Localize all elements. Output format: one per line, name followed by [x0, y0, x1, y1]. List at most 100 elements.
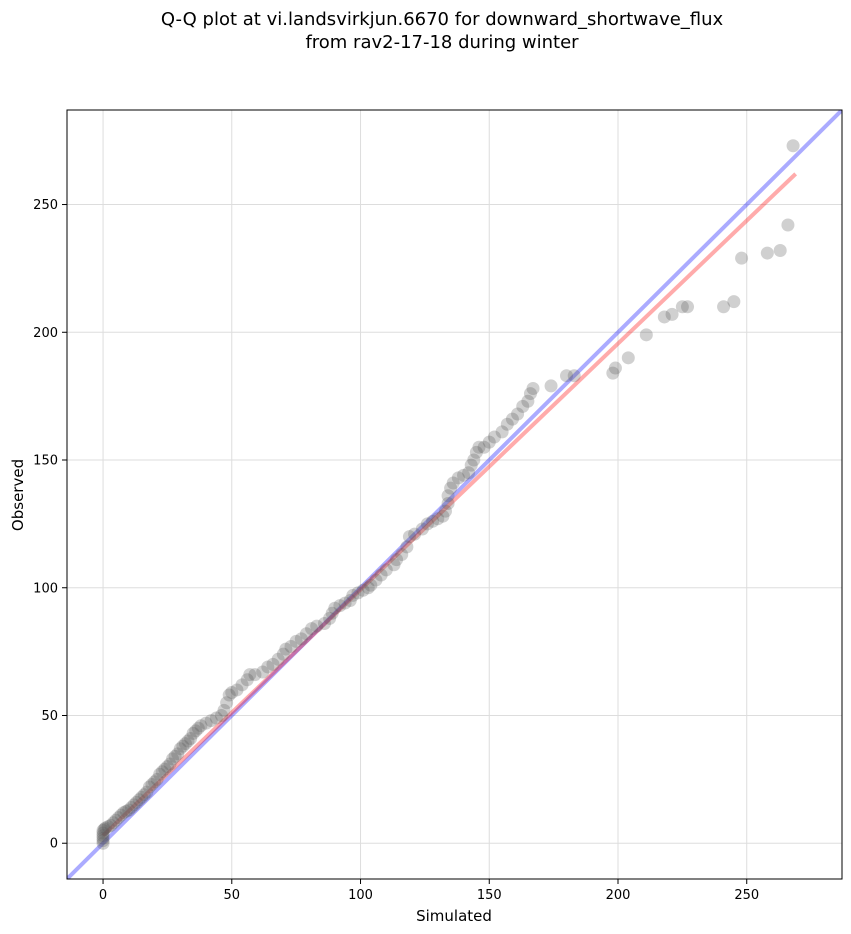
data-point — [441, 489, 455, 503]
y-tick-label: 200 — [33, 326, 58, 341]
data-point — [441, 496, 455, 510]
fit-line — [101, 172, 798, 838]
data-point — [266, 657, 280, 671]
data-point — [364, 578, 378, 592]
data-point — [160, 760, 174, 774]
data-point — [426, 514, 440, 528]
data-point — [140, 785, 154, 799]
x-tick-label: 100 — [348, 888, 373, 903]
data-point — [323, 611, 337, 625]
y-axis-label: Observed — [9, 459, 27, 531]
data-point — [153, 767, 167, 781]
plot-frame — [66, 109, 843, 880]
data-point — [101, 820, 115, 834]
data-point — [356, 583, 370, 597]
data-point — [469, 445, 483, 459]
data-point — [477, 440, 491, 454]
x-axis-label: Simulated — [416, 907, 492, 925]
data-point — [374, 568, 388, 582]
data-point — [379, 563, 393, 577]
data-point — [369, 573, 383, 587]
data-point — [299, 627, 313, 641]
data-point — [189, 724, 203, 738]
data-point — [657, 310, 671, 324]
data-point — [717, 300, 731, 314]
axis-ticks: 0 50 100 150 200 250 0 50 100 150 200 250 — [33, 198, 759, 903]
data-point — [387, 558, 401, 572]
data-point — [390, 553, 404, 567]
data-point — [438, 504, 452, 518]
data-point — [235, 678, 249, 692]
data-point — [155, 765, 169, 779]
data-point — [114, 808, 128, 822]
data-point — [191, 721, 205, 735]
data-point — [338, 596, 352, 610]
data-point — [173, 742, 187, 756]
data-point — [214, 708, 228, 722]
data-point — [544, 379, 558, 393]
data-point — [482, 435, 496, 449]
data-point — [204, 714, 218, 728]
data-point — [96, 834, 110, 848]
data-point — [467, 453, 481, 467]
data-point — [181, 734, 195, 748]
data-point — [400, 540, 414, 554]
data-point — [256, 665, 270, 679]
data-point — [402, 530, 416, 544]
data-point — [464, 458, 478, 472]
data-point — [194, 719, 208, 733]
data-point — [284, 640, 298, 654]
data-point — [526, 381, 540, 395]
data-point — [495, 425, 509, 439]
data-point — [168, 749, 182, 763]
x-tick-label: 0 — [99, 888, 107, 903]
data-point — [639, 328, 653, 342]
chart-title-line-2: from rav2-17-18 during winter — [305, 32, 579, 53]
data-point — [681, 300, 695, 314]
data-point — [451, 471, 465, 485]
data-point — [184, 731, 198, 745]
data-point — [106, 816, 120, 830]
data-point — [786, 139, 800, 153]
data-point — [199, 716, 213, 730]
data-point — [119, 804, 133, 818]
data-point — [415, 522, 429, 536]
data-point — [96, 831, 110, 845]
data-point — [96, 836, 110, 850]
y-tick-label: 50 — [41, 709, 58, 724]
data-point — [294, 632, 308, 646]
data-point — [117, 806, 131, 820]
x-tick-label: 200 — [606, 888, 631, 903]
y-tick-label: 250 — [33, 198, 58, 213]
data-point — [727, 295, 741, 309]
data-point — [523, 387, 537, 401]
data-point — [158, 762, 172, 776]
x-tick-label: 50 — [224, 888, 241, 903]
data-point — [781, 218, 795, 232]
data-point — [305, 622, 319, 636]
data-point — [735, 251, 749, 265]
data-point — [665, 307, 679, 321]
data-point — [317, 617, 331, 631]
reference-lines — [67, 110, 842, 879]
data-point — [606, 366, 620, 380]
data-point — [271, 652, 285, 666]
data-point — [346, 588, 360, 602]
data-point — [436, 509, 450, 523]
data-point — [361, 581, 375, 595]
data-point — [111, 811, 125, 825]
data-point — [96, 826, 110, 840]
data-point — [395, 548, 409, 562]
x-tick-label: 150 — [477, 888, 502, 903]
y-tick-label: 0 — [50, 837, 58, 852]
y-tick-label: 150 — [33, 454, 58, 469]
data-point — [148, 775, 162, 789]
data-point — [132, 793, 146, 807]
data-point — [472, 440, 486, 454]
data-point — [135, 790, 149, 804]
data-point — [500, 417, 514, 431]
data-point — [276, 647, 290, 661]
data-point — [230, 683, 244, 697]
data-point — [760, 246, 774, 260]
